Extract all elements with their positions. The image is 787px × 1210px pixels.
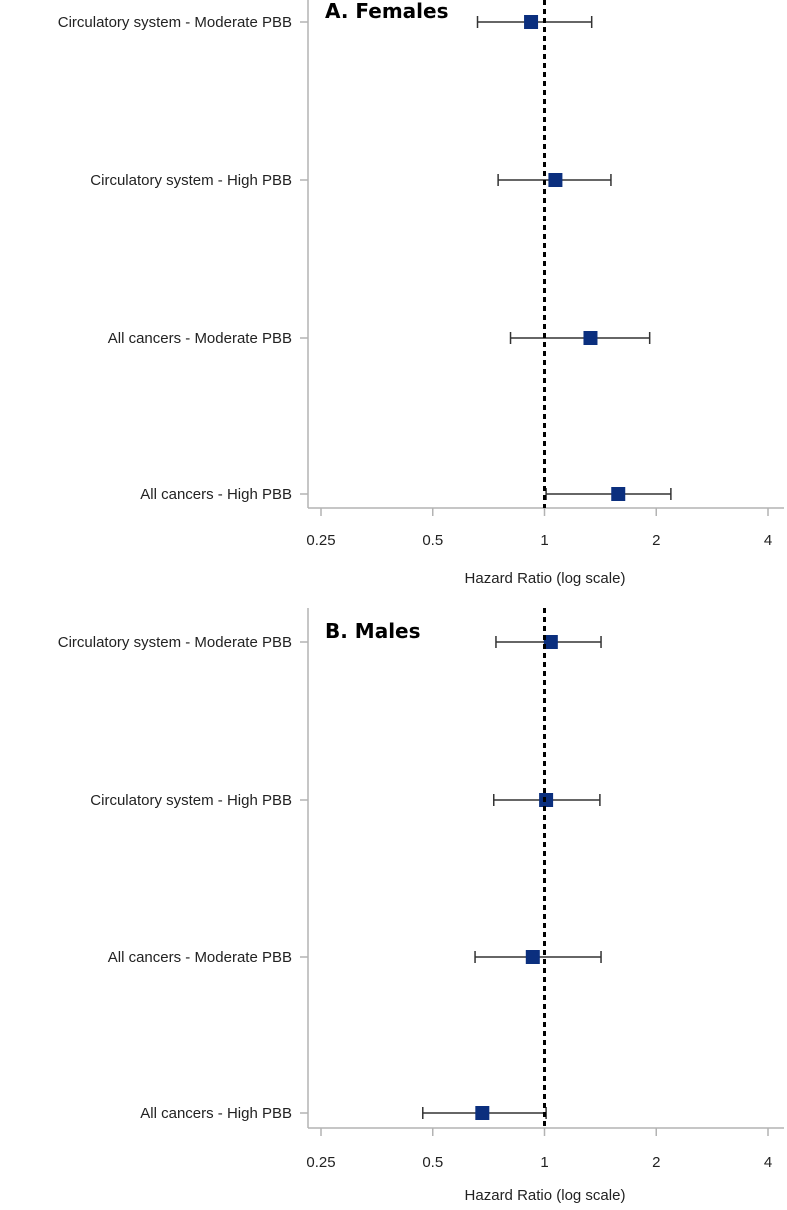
category-label: Circulatory system - High PBB	[90, 792, 292, 809]
panel-title: B. Males	[325, 619, 421, 643]
panel-males: 0.25 0.5 1 2 4 Hazard Ratio (log scale) Circul…	[58, 608, 784, 1204]
estimate-marker	[539, 793, 554, 807]
panel-title: A. Females	[325, 0, 449, 23]
panel-females: 0.25 0.5 1 2 4 Hazard Ratio (log scale) Circul…	[58, 0, 784, 587]
x-tick-label: 0.5	[422, 1154, 443, 1171]
estimate-marker	[611, 487, 626, 501]
x-axis-title: Hazard Ratio (log scale)	[465, 570, 626, 587]
category-label: Circulatory system - High PBB	[90, 172, 292, 189]
estimate-marker	[525, 950, 540, 964]
category-label: Circulatory system - Moderate PBB	[58, 634, 292, 651]
x-tick-label: 0.5	[422, 532, 443, 549]
x-tick-label: 4	[764, 532, 772, 549]
category-label: Circulatory system - Moderate PBB	[58, 14, 292, 31]
category-label: All cancers - Moderate PBB	[108, 330, 292, 347]
estimate-marker	[543, 635, 558, 649]
x-tick-label: 1	[540, 532, 548, 549]
category-label: All cancers - Moderate PBB	[108, 949, 292, 966]
category-label: All cancers - High PBB	[140, 1105, 292, 1122]
x-tick-label: 0.25	[306, 1154, 335, 1171]
estimate-marker	[548, 173, 563, 187]
estimate-marker	[475, 1106, 490, 1120]
category-label: All cancers - High PBB	[140, 486, 292, 503]
estimate-marker	[583, 331, 598, 345]
x-tick-label: 1	[540, 1154, 548, 1171]
x-tick-label: 4	[764, 1154, 772, 1171]
x-tick-label: 2	[652, 532, 660, 549]
x-tick-label: 0.25	[306, 532, 335, 549]
x-axis-title: Hazard Ratio (log scale)	[465, 1187, 626, 1204]
x-tick-label: 2	[652, 1154, 660, 1171]
estimate-marker	[524, 15, 539, 29]
